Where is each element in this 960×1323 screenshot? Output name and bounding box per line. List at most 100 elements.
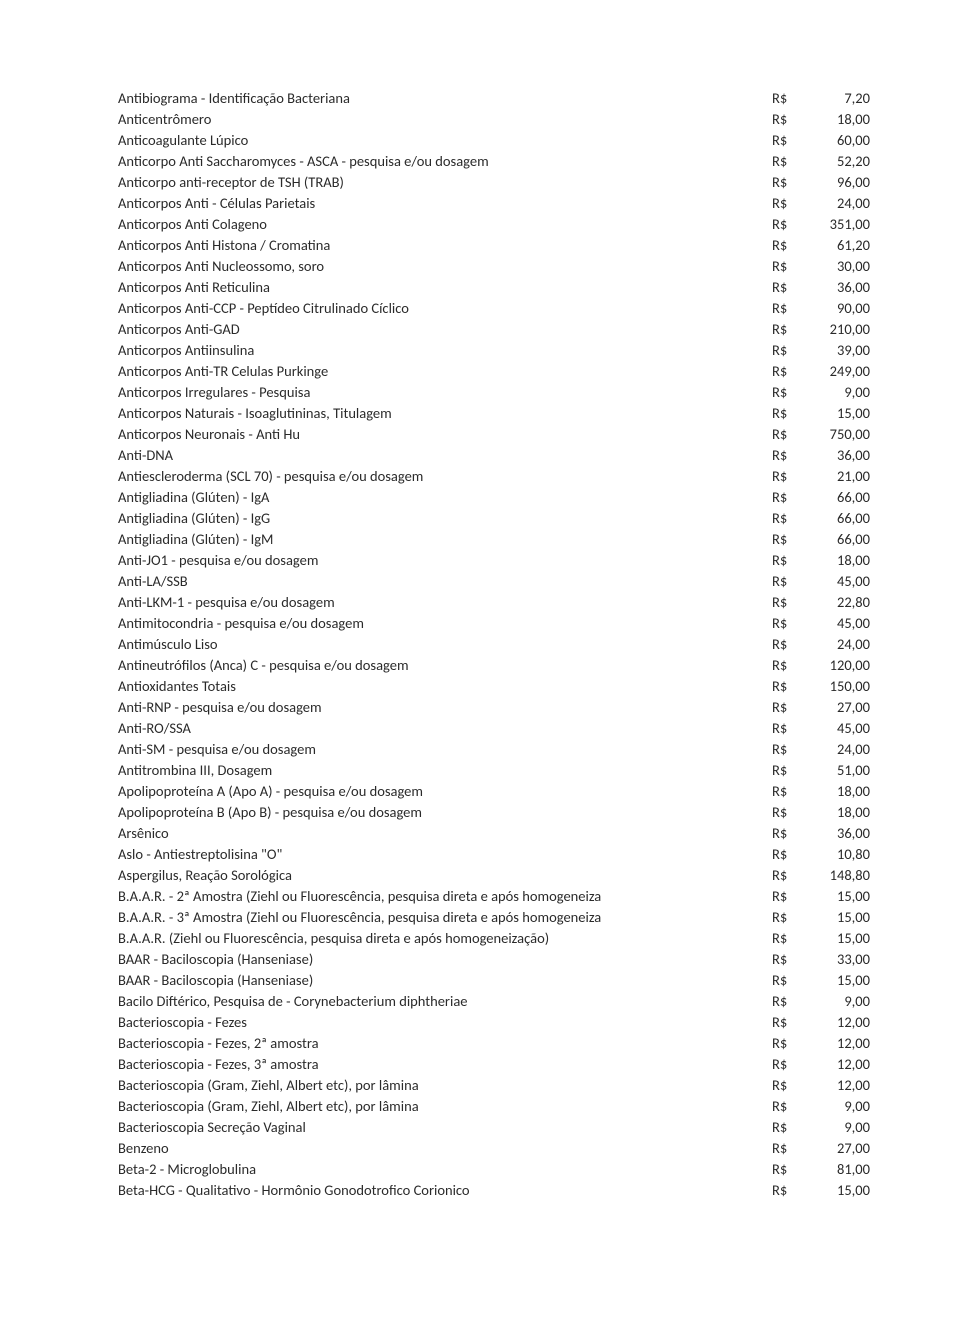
currency-label: R$	[772, 403, 810, 424]
currency-label: R$	[772, 445, 810, 466]
item-name: Anticorpos Anti-GAD	[118, 319, 772, 340]
currency-label: R$	[772, 172, 810, 193]
item-price: 12,00	[810, 1033, 870, 1054]
price-row: Anti-LKM-1 - pesquisa e/ou dosagemR$22,8…	[118, 592, 870, 613]
currency-label: R$	[772, 1180, 810, 1201]
item-price: 18,00	[810, 109, 870, 130]
item-name: Anticorpos Anti Reticulina	[118, 277, 772, 298]
item-name: Antigliadina (Glúten) - IgG	[118, 508, 772, 529]
price-row: Apolipoproteína B (Apo B) - pesquisa e/o…	[118, 802, 870, 823]
item-price: 15,00	[810, 1180, 870, 1201]
price-row: Anticorpos Anti-CCP - Peptídeo Citrulina…	[118, 298, 870, 319]
item-name: Bacterioscopia (Gram, Ziehl, Albert etc)…	[118, 1096, 772, 1117]
currency-label: R$	[772, 361, 810, 382]
item-price: 39,00	[810, 340, 870, 361]
currency-label: R$	[772, 655, 810, 676]
item-price: 45,00	[810, 571, 870, 592]
currency-label: R$	[772, 1054, 810, 1075]
currency-label: R$	[772, 1033, 810, 1054]
item-price: 66,00	[810, 529, 870, 550]
currency-label: R$	[772, 1096, 810, 1117]
item-price: 15,00	[810, 403, 870, 424]
price-row: Bacilo Diftérico, Pesquisa de - Coryneba…	[118, 991, 870, 1012]
item-price: 150,00	[810, 676, 870, 697]
currency-label: R$	[772, 865, 810, 886]
item-name: Antigliadina (Glúten) - IgA	[118, 487, 772, 508]
item-price: 18,00	[810, 550, 870, 571]
price-row: BenzenoR$27,00	[118, 1138, 870, 1159]
item-price: 12,00	[810, 1012, 870, 1033]
item-name: Antineutrófilos (Anca) C - pesquisa e/ou…	[118, 655, 772, 676]
price-row: Anticorpo Anti Saccharomyces - ASCA - pe…	[118, 151, 870, 172]
item-name: Antiescleroderma (SCL 70) - pesquisa e/o…	[118, 466, 772, 487]
price-row: Bacterioscopia - Fezes, 3ª amostraR$12,0…	[118, 1054, 870, 1075]
price-row: Anti-RO/SSAR$45,00	[118, 718, 870, 739]
item-price: 24,00	[810, 193, 870, 214]
price-row: Anticorpos Neuronais - Anti HuR$750,00	[118, 424, 870, 445]
item-name: B.A.A.R. (Ziehl ou Fluorescência, pesqui…	[118, 928, 772, 949]
price-row: Anticorpos Anti - Células ParietaisR$24,…	[118, 193, 870, 214]
item-price: 210,00	[810, 319, 870, 340]
currency-label: R$	[772, 991, 810, 1012]
price-row: ArsênicoR$36,00	[118, 823, 870, 844]
item-name: BAAR - Baciloscopia (Hanseniase)	[118, 970, 772, 991]
price-row: BAAR - Baciloscopia (Hanseniase)R$33,00	[118, 949, 870, 970]
price-row: B.A.A.R. - 3ª Amostra (Ziehl ou Fluoresc…	[118, 907, 870, 928]
price-row: Bacterioscopia (Gram, Ziehl, Albert etc)…	[118, 1075, 870, 1096]
currency-label: R$	[772, 844, 810, 865]
item-name: Beta-HCG - Qualitativo - Hormônio Gonodo…	[118, 1180, 772, 1201]
currency-label: R$	[772, 697, 810, 718]
currency-label: R$	[772, 151, 810, 172]
currency-label: R$	[772, 424, 810, 445]
item-name: Anti-LKM-1 - pesquisa e/ou dosagem	[118, 592, 772, 613]
price-row: Antigliadina (Glúten) - IgMR$66,00	[118, 529, 870, 550]
item-price: 9,00	[810, 991, 870, 1012]
item-name: Arsênico	[118, 823, 772, 844]
item-name: Anticoagulante Lúpico	[118, 130, 772, 151]
currency-label: R$	[772, 760, 810, 781]
price-row: Anticorpos Irregulares - PesquisaR$9,00	[118, 382, 870, 403]
currency-label: R$	[772, 235, 810, 256]
price-row: Bacterioscopia - FezesR$12,00	[118, 1012, 870, 1033]
item-name: B.A.A.R. - 3ª Amostra (Ziehl ou Fluoresc…	[118, 907, 772, 928]
currency-label: R$	[772, 676, 810, 697]
item-price: 30,00	[810, 256, 870, 277]
item-price: 33,00	[810, 949, 870, 970]
price-row: Anticorpos Anti Histona / CromatinaR$61,…	[118, 235, 870, 256]
price-row: Antibiograma - Identificação BacterianaR…	[118, 88, 870, 109]
item-name: Antioxidantes Totais	[118, 676, 772, 697]
item-name: Anticorpos Anti Colageno	[118, 214, 772, 235]
item-name: Bacterioscopia (Gram, Ziehl, Albert etc)…	[118, 1075, 772, 1096]
item-name: Benzeno	[118, 1138, 772, 1159]
currency-label: R$	[772, 319, 810, 340]
item-name: Bacilo Diftérico, Pesquisa de - Coryneba…	[118, 991, 772, 1012]
item-price: 61,20	[810, 235, 870, 256]
currency-label: R$	[772, 1138, 810, 1159]
item-price: 9,00	[810, 1096, 870, 1117]
item-price: 21,00	[810, 466, 870, 487]
currency-label: R$	[772, 634, 810, 655]
price-row: B.A.A.R. (Ziehl ou Fluorescência, pesqui…	[118, 928, 870, 949]
price-row: Antigliadina (Glúten) - IgGR$66,00	[118, 508, 870, 529]
price-row: Bacterioscopia - Fezes, 2ª amostraR$12,0…	[118, 1033, 870, 1054]
price-row: Apolipoproteína A (Apo A) - pesquisa e/o…	[118, 781, 870, 802]
item-name: Antimitocondria - pesquisa e/ou dosagem	[118, 613, 772, 634]
price-row: Bacterioscopia Secreção VaginalR$9,00	[118, 1117, 870, 1138]
price-row: Anti-DNAR$36,00	[118, 445, 870, 466]
item-price: 36,00	[810, 277, 870, 298]
item-price: 66,00	[810, 487, 870, 508]
item-price: 148,80	[810, 865, 870, 886]
currency-label: R$	[772, 1159, 810, 1180]
price-table: Antibiograma - Identificação Bacteriana R…	[118, 88, 870, 1201]
item-name: Antibiograma - Identificação Bacteriana	[118, 88, 772, 109]
currency-label: R$	[772, 802, 810, 823]
item-name: Anticorpos Naturais - Isoaglutininas, Ti…	[118, 403, 772, 424]
price-row: Anticorpo anti-receptor de TSH (TRAB)R$9…	[118, 172, 870, 193]
item-name: Anticorpos Antiinsulina	[118, 340, 772, 361]
currency-label: R$	[772, 928, 810, 949]
item-name: Bacterioscopia Secreção Vaginal	[118, 1117, 772, 1138]
item-name: B.A.A.R. - 2ª Amostra (Ziehl ou Fluoresc…	[118, 886, 772, 907]
currency-label: R$	[772, 718, 810, 739]
item-name: Apolipoproteína A (Apo A) - pesquisa e/o…	[118, 781, 772, 802]
item-name: Anticorpo Anti Saccharomyces - ASCA - pe…	[118, 151, 772, 172]
